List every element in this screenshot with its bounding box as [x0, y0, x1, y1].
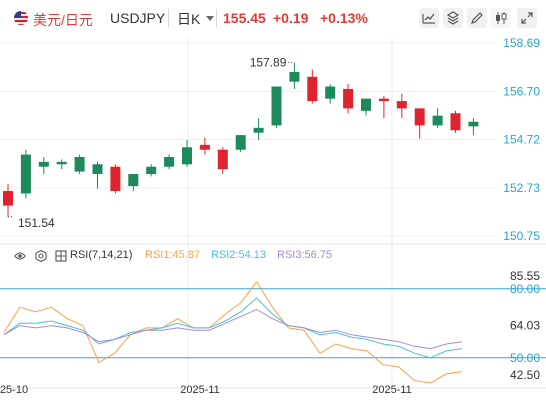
candle-body	[20, 154, 31, 194]
rsi3-line	[3, 308, 463, 350]
x-axis-label: 25-10	[0, 384, 28, 396]
candle-body	[307, 76, 318, 102]
rsi-axis-label: 42.50	[510, 368, 540, 382]
eye-icon[interactable]	[14, 250, 26, 262]
x-axis-label: 2025-11	[372, 384, 412, 396]
candle-body	[3, 191, 13, 206]
divider	[168, 9, 169, 27]
candle-body	[325, 86, 336, 99]
last-price: 155.45	[223, 10, 266, 26]
candle-body	[361, 98, 371, 111]
candle-body	[235, 135, 246, 150]
candle-body	[468, 121, 479, 127]
rsi-axis-label: 50.00	[510, 351, 540, 365]
candle-body	[92, 164, 103, 175]
candle-body	[396, 101, 407, 109]
candle-body	[110, 166, 121, 192]
candle-body	[343, 88, 354, 109]
candle-body	[378, 98, 389, 102]
candle-body	[38, 161, 49, 167]
rsi-axis-label: 85.55	[510, 269, 540, 283]
compare-icon	[446, 11, 460, 25]
settings-icon[interactable]	[35, 250, 47, 262]
price-axis-label: 154.72	[503, 133, 540, 147]
indicator-name: RSI(7,14,21)	[70, 249, 133, 261]
price-change-percent: +0.13%	[320, 10, 368, 26]
symbol-name-cn[interactable]: 美元/日元	[33, 12, 93, 28]
candle-type-icon	[496, 12, 507, 24]
candle-body	[432, 115, 443, 126]
rsi1-value: RSI1:45.87	[145, 249, 201, 261]
area-chart-button[interactable]	[419, 8, 439, 28]
chevron-down-icon[interactable]	[206, 16, 214, 21]
candle-body	[414, 108, 425, 126]
candle-body	[146, 166, 157, 175]
price-axis-label: 156.70	[503, 84, 540, 98]
candle-body	[271, 86, 282, 126]
candle-body	[289, 71, 300, 82]
candle-body	[74, 157, 85, 172]
candle-body	[253, 127, 264, 133]
rsi1-line	[3, 281, 463, 384]
min-price-label: 151.54	[18, 216, 55, 230]
us-flag-icon	[14, 11, 28, 25]
max-price-label: 157.89	[250, 55, 287, 69]
draw-button[interactable]	[467, 8, 487, 28]
area-chart-icon	[422, 13, 435, 24]
rsi-axis-label: 64.03	[510, 318, 540, 332]
draw-pencil-icon	[471, 12, 483, 24]
candle-body	[164, 157, 175, 167]
compare-button[interactable]	[443, 8, 463, 28]
rsi2-value: RSI2:54.13	[211, 249, 267, 261]
candle-type-button[interactable]	[491, 8, 511, 28]
rsi-axis-label: 80.00	[510, 282, 540, 296]
fullscreen-icon	[521, 12, 533, 24]
price-axis-label: 152.73	[503, 181, 540, 195]
candle-body	[56, 161, 67, 165]
price-change: +0.19	[273, 10, 309, 26]
period-selector[interactable]: 日K	[177, 11, 201, 27]
divider	[216, 9, 217, 27]
candle-body	[182, 147, 192, 165]
price-axis-label: 158.69	[503, 36, 540, 50]
fullscreen-button[interactable]	[517, 8, 537, 28]
candle-body	[450, 113, 461, 131]
candle-body	[128, 174, 139, 187]
candle-body	[199, 144, 210, 150]
candle-body	[217, 149, 228, 170]
rsi2-line	[3, 297, 463, 359]
x-axis-label: 2025-11	[180, 384, 220, 396]
grid-icon[interactable]	[55, 250, 67, 262]
chart-header: 美元/日元 USDJPY 日K 155.45 +0.19 +0.13%	[0, 0, 546, 36]
price-axis-label: 150.75	[503, 229, 540, 243]
symbol-code: USDJPY	[110, 10, 166, 26]
rsi3-value: RSI3:56.75	[277, 249, 333, 261]
